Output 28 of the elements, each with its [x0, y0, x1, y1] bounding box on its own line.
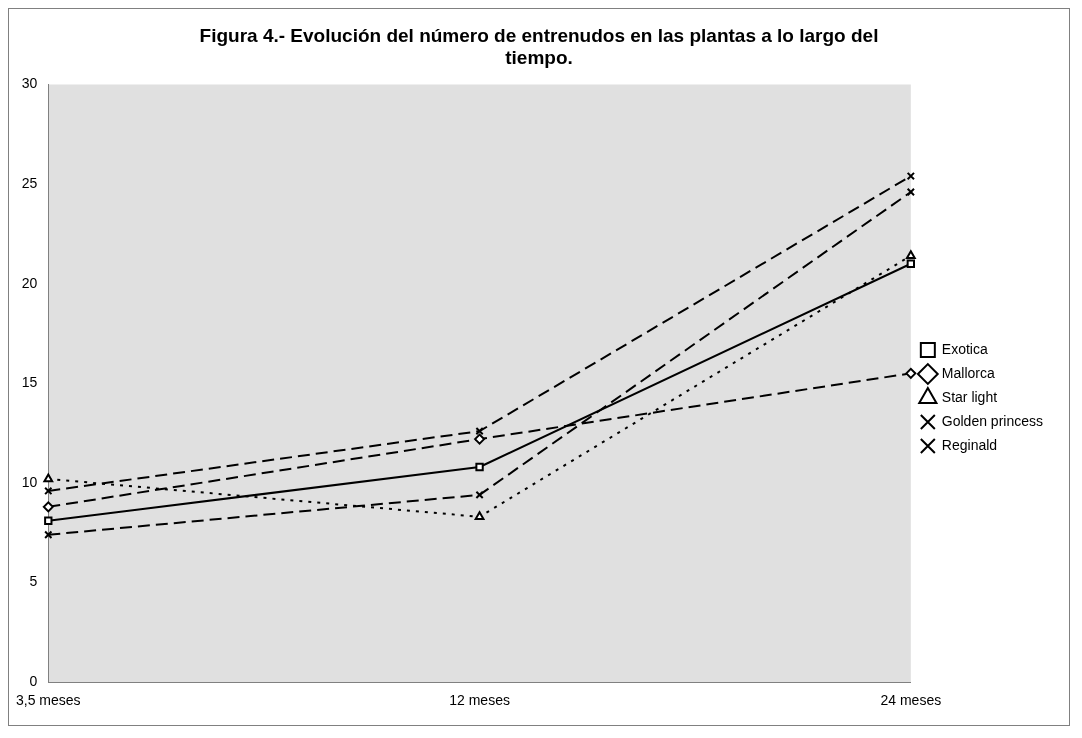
legend-label: Reginald: [941, 436, 998, 453]
x-tick-label: 24 meses: [880, 692, 942, 709]
y-tick-label: 10: [21, 473, 38, 490]
legend-label: Golden princess: [941, 412, 1044, 429]
point: [44, 516, 53, 525]
point: [906, 171, 916, 181]
y-tick-label: 15: [21, 374, 38, 391]
point: [475, 426, 484, 436]
y-tick-label: 0: [29, 673, 38, 690]
point: [475, 490, 484, 500]
point: [906, 187, 916, 197]
legend-label: Star light: [941, 388, 998, 405]
chart-title: Figura 4.- Evolución del número de entrenudos en las plantas a lo largo del tiempo.: [198, 25, 880, 69]
y-tick-label: 25: [21, 174, 38, 191]
x-tick-label: 12 meses: [449, 692, 510, 709]
point: [474, 433, 486, 445]
y-tick-label: 30: [21, 75, 38, 92]
point: [905, 367, 917, 379]
point: [906, 259, 916, 268]
y-tick-label: 5: [29, 573, 38, 590]
y-tick-label: 20: [21, 274, 38, 291]
point: [475, 462, 484, 472]
point: [42, 501, 54, 513]
x-tick-label: 3,5 meses: [16, 692, 81, 709]
legend-label: Exotica: [941, 340, 988, 357]
point: [44, 530, 53, 539]
point: [44, 486, 53, 496]
legend-label: Mallorca: [941, 364, 995, 381]
